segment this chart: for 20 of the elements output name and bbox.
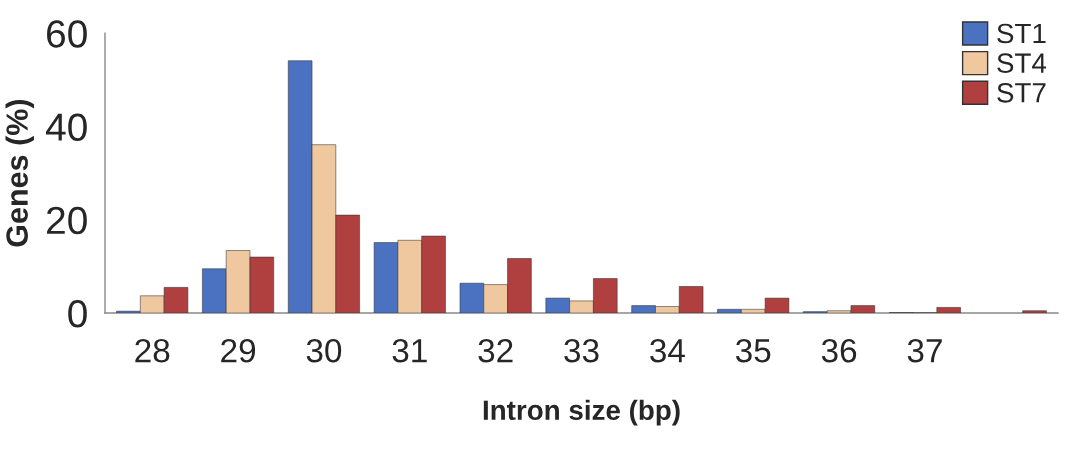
bar [1022, 310, 1047, 314]
y-tick-label: 0 [68, 299, 87, 328]
x-tick-label: 34 [650, 338, 685, 363]
y-tick-label: 40 [45, 113, 87, 141]
legend-label: ST7 [997, 82, 1046, 103]
y-tick-label: 60 [47, 20, 87, 48]
legend-label: ST4 [997, 53, 1047, 73]
x-tick-label: 28 [135, 338, 170, 363]
x-tick-label: 33 [564, 338, 599, 363]
x-tick-label: 37 [907, 338, 942, 363]
legend-label: ST1 [997, 23, 1046, 44]
y-axis-title: Genes (%) [5, 99, 34, 247]
x-tick-label: 36 [821, 338, 857, 363]
x-tick-label: 35 [735, 338, 771, 363]
x-tick-label: 30 [306, 338, 342, 363]
x-tick-label: 32 [478, 338, 513, 363]
x-axis-title: Intron size (bp) [483, 399, 680, 426]
x-tick-label: 31 [392, 338, 427, 363]
y-tick-label: 20 [47, 206, 87, 235]
x-tick-label: 29 [221, 338, 256, 363]
